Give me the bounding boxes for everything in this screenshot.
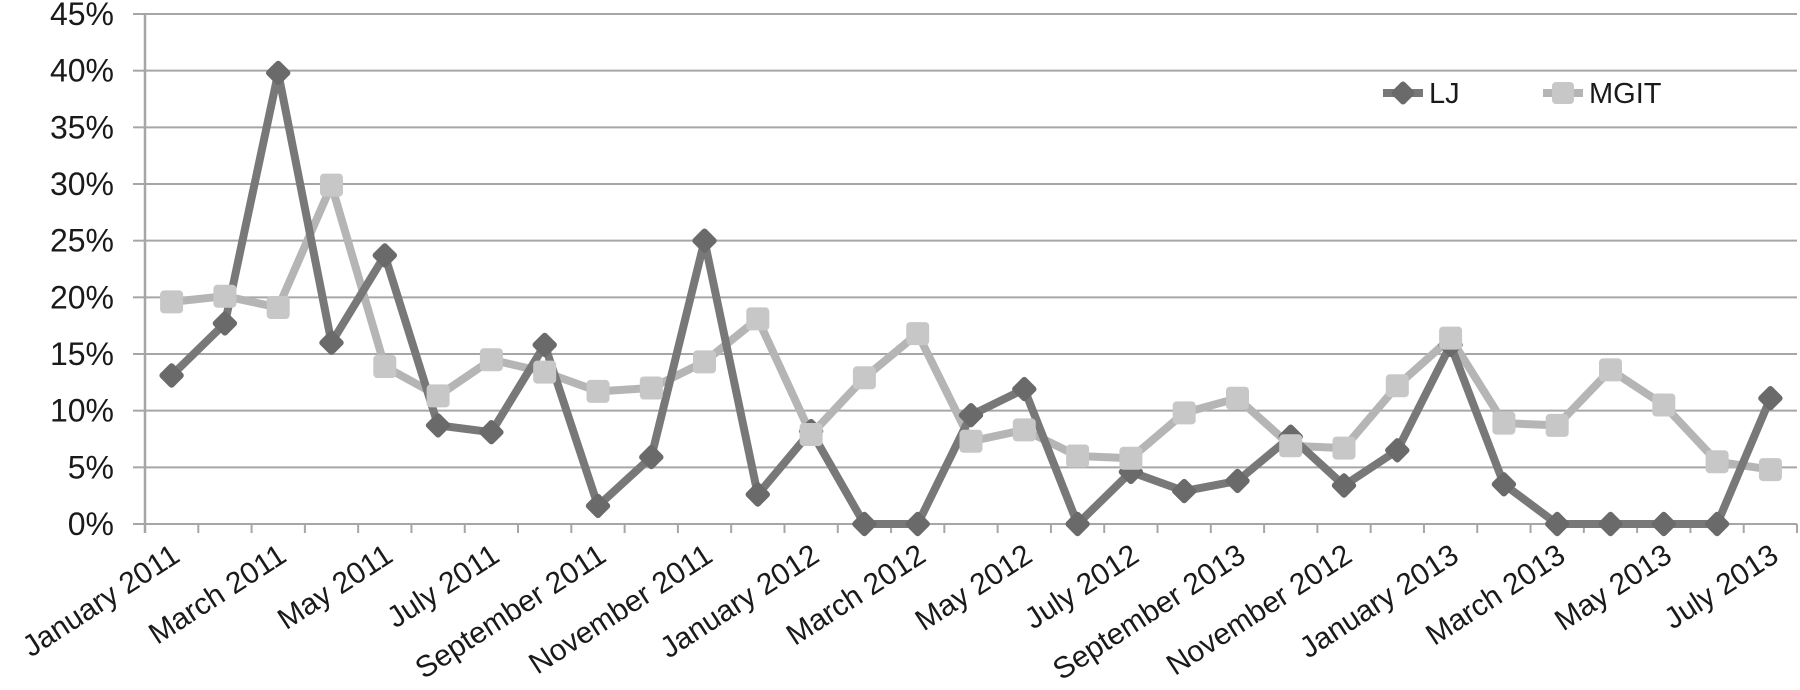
mgit-marker xyxy=(1012,418,1036,442)
y-tick-label: 30% xyxy=(50,166,114,202)
legend-label-lj: LJ xyxy=(1429,78,1460,110)
y-axis-labels: 0% 5% 10% 15% 20% 25% 30% 35% 40% 45% xyxy=(50,0,114,542)
mgit-marker xyxy=(479,348,503,372)
mgit-marker xyxy=(1332,436,1356,460)
x-tick-label: November 2011 xyxy=(523,538,718,681)
lj-marker xyxy=(958,403,984,428)
mgit-marker xyxy=(1652,393,1676,417)
y-tick-label: 5% xyxy=(68,449,114,485)
mgit-marker xyxy=(639,376,663,400)
mgit-marker xyxy=(746,307,770,331)
lj-marker xyxy=(1012,376,1037,402)
legend-item-mgit: MGIT xyxy=(1543,78,1662,110)
x-tick-label: September 2011 xyxy=(410,538,612,685)
lj-line xyxy=(167,68,1775,528)
x-tick-label: November 2012 xyxy=(1161,538,1358,682)
lj-marker xyxy=(479,420,504,445)
mgit-marker xyxy=(1119,446,1143,470)
mgit-marker xyxy=(1492,411,1516,435)
mgit-marker xyxy=(1172,401,1196,425)
y-tick-label: 40% xyxy=(50,53,114,89)
lj-marker xyxy=(372,243,397,268)
mgit-markers xyxy=(160,173,1782,482)
lj-marker xyxy=(1491,472,1517,497)
lj-marker xyxy=(1651,511,1676,537)
y-tick-label: 15% xyxy=(50,336,114,372)
mgit-marker xyxy=(1545,413,1569,437)
x-tick-label: May 2012 xyxy=(910,538,1038,637)
legend-diamond-icon xyxy=(1391,81,1415,105)
lj-marker xyxy=(1065,511,1090,537)
mgit-marker xyxy=(799,423,823,446)
mgit-marker xyxy=(213,284,237,308)
mgit-marker xyxy=(959,429,983,453)
lj-marker xyxy=(1385,438,1410,463)
mgit-marker xyxy=(1439,326,1463,350)
lj-marker xyxy=(266,60,291,86)
lj-marker xyxy=(692,228,717,253)
y-tick-label: 0% xyxy=(68,506,114,542)
x-tick-label: May 2013 xyxy=(1549,538,1677,637)
mgit-marker xyxy=(1705,450,1729,474)
lj-marker xyxy=(532,332,557,358)
y-tick-label: 20% xyxy=(50,279,114,315)
lj-marker xyxy=(425,413,451,438)
x-tick-label: September 2013 xyxy=(1047,538,1251,686)
lj-marker xyxy=(1598,511,1623,537)
mgit-marker xyxy=(1758,458,1782,482)
mgit-marker xyxy=(266,296,290,319)
lj-marker xyxy=(1172,478,1197,504)
mgit-marker xyxy=(373,355,397,378)
mgit-marker xyxy=(1226,386,1249,410)
x-ticks xyxy=(144,524,1798,533)
lj-marker xyxy=(159,363,184,388)
x-tick-label: July 2013 xyxy=(1658,538,1784,636)
lj-marker xyxy=(1704,511,1730,537)
y-tick-label: 25% xyxy=(50,223,114,259)
mgit-marker xyxy=(533,360,557,384)
legend-item-lj: LJ xyxy=(1383,78,1460,110)
lj-marker xyxy=(852,511,877,537)
mgit-marker xyxy=(1066,444,1090,468)
lj-marker xyxy=(585,493,611,519)
lj-marker xyxy=(1331,473,1357,498)
y-tick-label: 45% xyxy=(50,0,114,32)
lj-marker xyxy=(639,444,664,470)
mgit-marker xyxy=(1599,358,1622,382)
y-tick-label: 10% xyxy=(50,393,114,429)
lj-marker xyxy=(1545,511,1570,537)
mgit-marker xyxy=(1385,374,1409,398)
mgit-marker xyxy=(1279,434,1303,458)
mgit-marker xyxy=(852,366,876,390)
lj-marker xyxy=(212,311,238,336)
mgit-marker xyxy=(320,173,343,197)
lj-marker xyxy=(905,511,930,537)
lj-marker xyxy=(745,482,770,507)
mgit-marker xyxy=(160,290,184,314)
y-tick-label: 35% xyxy=(50,109,114,145)
legend-label-mgit: MGIT xyxy=(1589,78,1662,110)
mgit-marker xyxy=(693,350,716,374)
lj-markers xyxy=(159,60,1783,537)
lj-marker xyxy=(1225,468,1250,494)
legend-square-icon xyxy=(1552,82,1574,104)
mgit-marker xyxy=(426,384,450,408)
mgit-marker xyxy=(586,379,610,403)
lj-marker xyxy=(319,330,344,355)
lj-marker xyxy=(1758,386,1783,411)
legend: LJ MGIT xyxy=(1383,78,1662,110)
mgit-marker xyxy=(906,322,930,346)
x-tick-label: May 2011 xyxy=(272,538,399,636)
